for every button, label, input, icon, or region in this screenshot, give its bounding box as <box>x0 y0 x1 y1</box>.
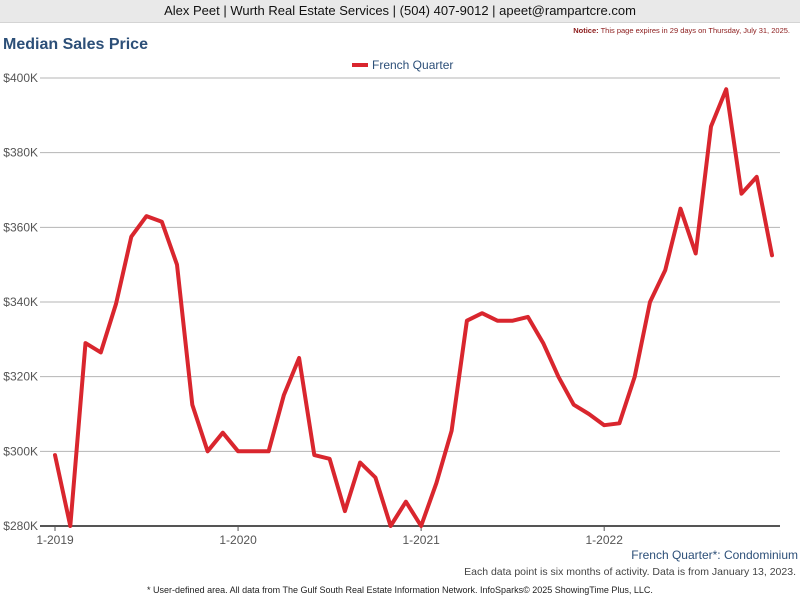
y-tick-label: $300K <box>3 444 38 458</box>
header-contact-bar: Alex Peet | Wurth Real Estate Services |… <box>0 0 800 23</box>
x-tick-label: 1-2022 <box>586 533 624 547</box>
y-tick-label: $360K <box>3 220 38 234</box>
legend-label: French Quarter <box>372 58 453 72</box>
header-contact-text: Alex Peet | Wurth Real Estate Services |… <box>164 3 636 18</box>
y-tick-label: $280K <box>3 519 38 533</box>
footer-credits: * User-defined area. All data from The G… <box>147 585 653 595</box>
expiry-notice: Notice: This page expires in 29 days on … <box>573 26 790 35</box>
data-note: Each data point is six months of activit… <box>464 566 796 578</box>
chart-title: Median Sales Price <box>3 36 148 53</box>
chart-subtitle: French Quarter*: Condominium <box>631 548 798 562</box>
x-tick-label: 1-2020 <box>219 533 257 547</box>
y-tick-label: $340K <box>3 295 38 309</box>
series-line <box>53 87 774 528</box>
notice-text: This page expires in 29 days on Thursday… <box>598 26 790 35</box>
x-tick-label: 1-2019 <box>36 533 74 547</box>
notice-label: Notice: <box>573 26 599 35</box>
y-tick-label: $380K <box>3 146 38 160</box>
x-tick-label: 1-2021 <box>402 533 440 547</box>
y-tick-label: $320K <box>3 370 38 384</box>
y-tick-label: $400K <box>3 71 38 85</box>
